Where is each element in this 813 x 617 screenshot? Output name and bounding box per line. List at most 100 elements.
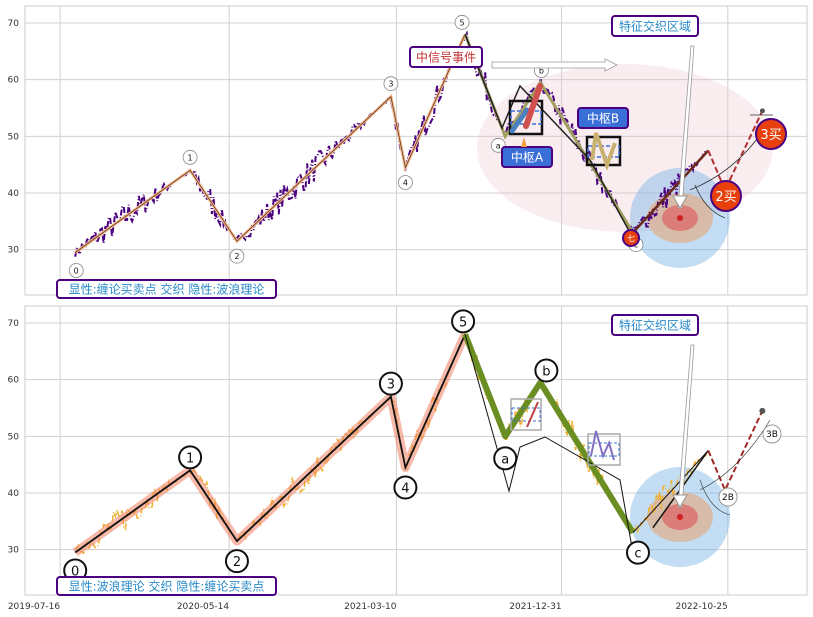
pivot-a-stroke <box>526 401 539 428</box>
wave-label-circle <box>393 475 418 500</box>
wave-label-circle <box>454 14 470 30</box>
extension-dashed-line <box>707 110 764 193</box>
overlay-legend: 显性:波浪理论 交织 隐性:缠论买卖点 <box>69 579 265 594</box>
wave-label: 2 <box>234 252 239 261</box>
signal-event-label-box <box>409 46 483 68</box>
pivot-b-stroke <box>590 132 617 171</box>
overlay-legend-box <box>56 576 277 596</box>
extension-end-point <box>759 407 766 414</box>
y-tick-label: 60 <box>8 376 20 386</box>
curve-line <box>694 184 726 219</box>
wave-label-circle <box>383 76 399 92</box>
y-tick-label: 40 <box>8 189 20 199</box>
pivot-b-box <box>585 135 622 167</box>
pivot-b-label: 中枢B <box>587 111 619 126</box>
c-marker-label-badge <box>622 229 640 247</box>
x-tick-label: 2022-10-25 <box>675 602 727 612</box>
x-tick-label: 2020-05-14 <box>177 602 230 612</box>
wave-label: 2 <box>233 555 241 570</box>
stroke-line <box>464 34 634 239</box>
wave-correction-line <box>462 333 636 535</box>
wave-label: a <box>496 141 501 150</box>
pivot-a-stroke <box>509 107 530 134</box>
buy2-label-circle <box>718 487 738 507</box>
signal-event-label: 中信号事件 <box>416 50 476 65</box>
buy3-label-badge <box>755 118 787 150</box>
x-tick-label: 2021-12-31 <box>509 602 561 612</box>
wave-label-circle <box>68 263 84 278</box>
wave-label-circle <box>378 371 403 396</box>
y-tick-label: 70 <box>8 319 20 329</box>
feature-zone-label-box <box>611 15 699 37</box>
wave-label-circle <box>534 358 559 383</box>
signal-event-arrow <box>491 58 618 72</box>
feature-zone-arrow <box>677 344 695 508</box>
pivot-b-box <box>587 433 621 466</box>
wave-label: 5 <box>460 18 465 27</box>
extension-dashed-line <box>707 410 764 493</box>
wave-label-circle <box>229 248 245 264</box>
feature-zone-label-box <box>611 314 699 336</box>
c-marker-label: 七 <box>627 234 635 243</box>
wave-label: 3 <box>387 378 395 393</box>
y-tick-label: 30 <box>8 246 20 256</box>
curve-line <box>699 479 731 516</box>
wave-label: 5 <box>459 315 467 330</box>
wave-label: 4 <box>401 482 409 497</box>
wave-label: 0 <box>74 267 79 276</box>
y-tick-label: 40 <box>8 489 20 499</box>
extension-end-point <box>759 108 765 114</box>
wave-impulse-line-inner <box>74 34 466 253</box>
buy3-label: 3B <box>766 430 778 440</box>
wave-label-circle <box>493 446 518 471</box>
buy3-label-circle <box>762 424 782 444</box>
pivot-a-box <box>508 99 544 136</box>
pivot-a-box <box>510 398 542 431</box>
wave-impulse-line <box>74 333 466 554</box>
signal-zone-ellipse <box>477 64 773 232</box>
x-tick-label: 2021-03-10 <box>344 602 397 612</box>
feature-zone-center <box>677 215 683 221</box>
wave-label-circle <box>451 309 476 334</box>
arrow-head-icon <box>672 195 688 209</box>
buy2-label: 2B <box>722 493 734 503</box>
pivot-b-label-box <box>577 107 629 129</box>
feature-zone-label: 特征交织区域 <box>619 19 691 34</box>
wave-label: a <box>501 452 509 467</box>
wave-label: 1 <box>188 153 193 162</box>
pivot-a-pointer-icon <box>521 137 527 147</box>
wave-label-circle <box>398 175 413 190</box>
extension-up-line <box>632 450 709 534</box>
wave-label: b <box>542 365 550 380</box>
y-tick-label: 50 <box>8 432 20 442</box>
overlay-legend-box <box>56 279 277 299</box>
pivot-a-label: 中枢A <box>511 150 544 165</box>
y-tick-label: 50 <box>8 132 20 142</box>
buy3-label: 3买 <box>760 128 781 143</box>
wave-label: 4 <box>403 179 408 188</box>
buy2-label: 2买 <box>715 190 736 205</box>
pivot-b-stroke <box>590 430 615 461</box>
y-tick-label: 60 <box>8 76 20 86</box>
overlay-legend: 显性:缠论买卖点 交织 隐性:波浪理论 <box>69 282 265 297</box>
arrow-head-icon <box>672 494 688 508</box>
wave-label-circle <box>625 540 650 565</box>
wave-label: c <box>634 547 641 562</box>
y-tick-label: 70 <box>8 19 20 29</box>
feature-zone-arrow <box>677 45 695 209</box>
wave-label: 0 <box>71 565 79 580</box>
feature-zone-label: 特征交织区域 <box>619 318 691 333</box>
wave-label-circle <box>182 149 198 165</box>
wave-label: 3 <box>388 80 393 89</box>
wave-label: b <box>539 67 544 76</box>
pivot-a-inner <box>511 407 541 422</box>
wave-label-circle <box>178 445 203 470</box>
x-tick-label: 2019-07-16 <box>8 602 61 612</box>
wave-label: 1 <box>186 451 194 466</box>
pivot-a-stroke <box>523 83 543 129</box>
y-tick-label: 30 <box>8 546 20 556</box>
feature-zone-center <box>677 514 683 520</box>
